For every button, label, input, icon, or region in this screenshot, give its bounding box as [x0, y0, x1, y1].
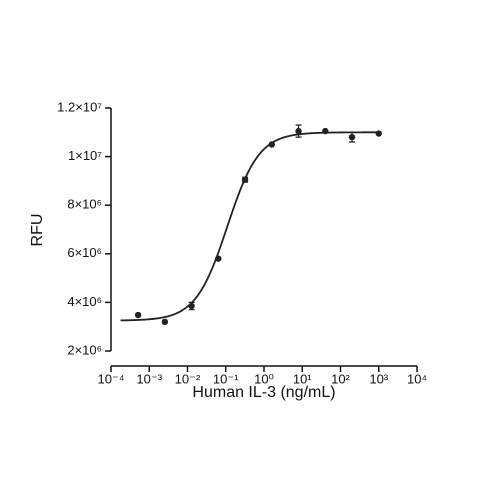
x-tick-label: 10² [331, 371, 350, 386]
data-point [375, 130, 382, 137]
data-point [268, 141, 276, 148]
data-point [241, 176, 249, 183]
data-point [188, 302, 195, 310]
x-tick-label: 10³ [369, 371, 388, 386]
y-axis-label: RFU [29, 214, 46, 247]
x-tick-label: 10⁻¹ [213, 371, 239, 386]
x-tick-label: 10⁻⁴ [98, 371, 125, 386]
y-tick-label: 1.2×10⁷ [57, 99, 102, 114]
y-tick-label: 2×10⁶ [67, 342, 102, 357]
fit-curve [120, 131, 379, 322]
data-point [348, 133, 356, 141]
x-tick-label: 10⁻³ [136, 371, 162, 386]
x-tick-label: 10¹ [293, 371, 312, 386]
x-tick-label: 10⁻² [175, 371, 201, 386]
data-point [215, 255, 222, 262]
y-tick-label: 6×10⁶ [67, 245, 102, 260]
x-tick-label: 10⁴ [407, 371, 427, 386]
data-point [134, 311, 142, 319]
data-point [322, 127, 329, 135]
y-tick-label: 1×10⁷ [68, 148, 102, 163]
x-tick-label: 10⁰ [254, 371, 274, 386]
data-point [295, 127, 302, 135]
y-tick-label: 8×10⁶ [67, 197, 102, 212]
x-axis-label: Human IL-3 (ng/mL) [192, 384, 335, 401]
y-tick-label: 4×10⁶ [67, 294, 102, 309]
data-point [161, 318, 169, 326]
